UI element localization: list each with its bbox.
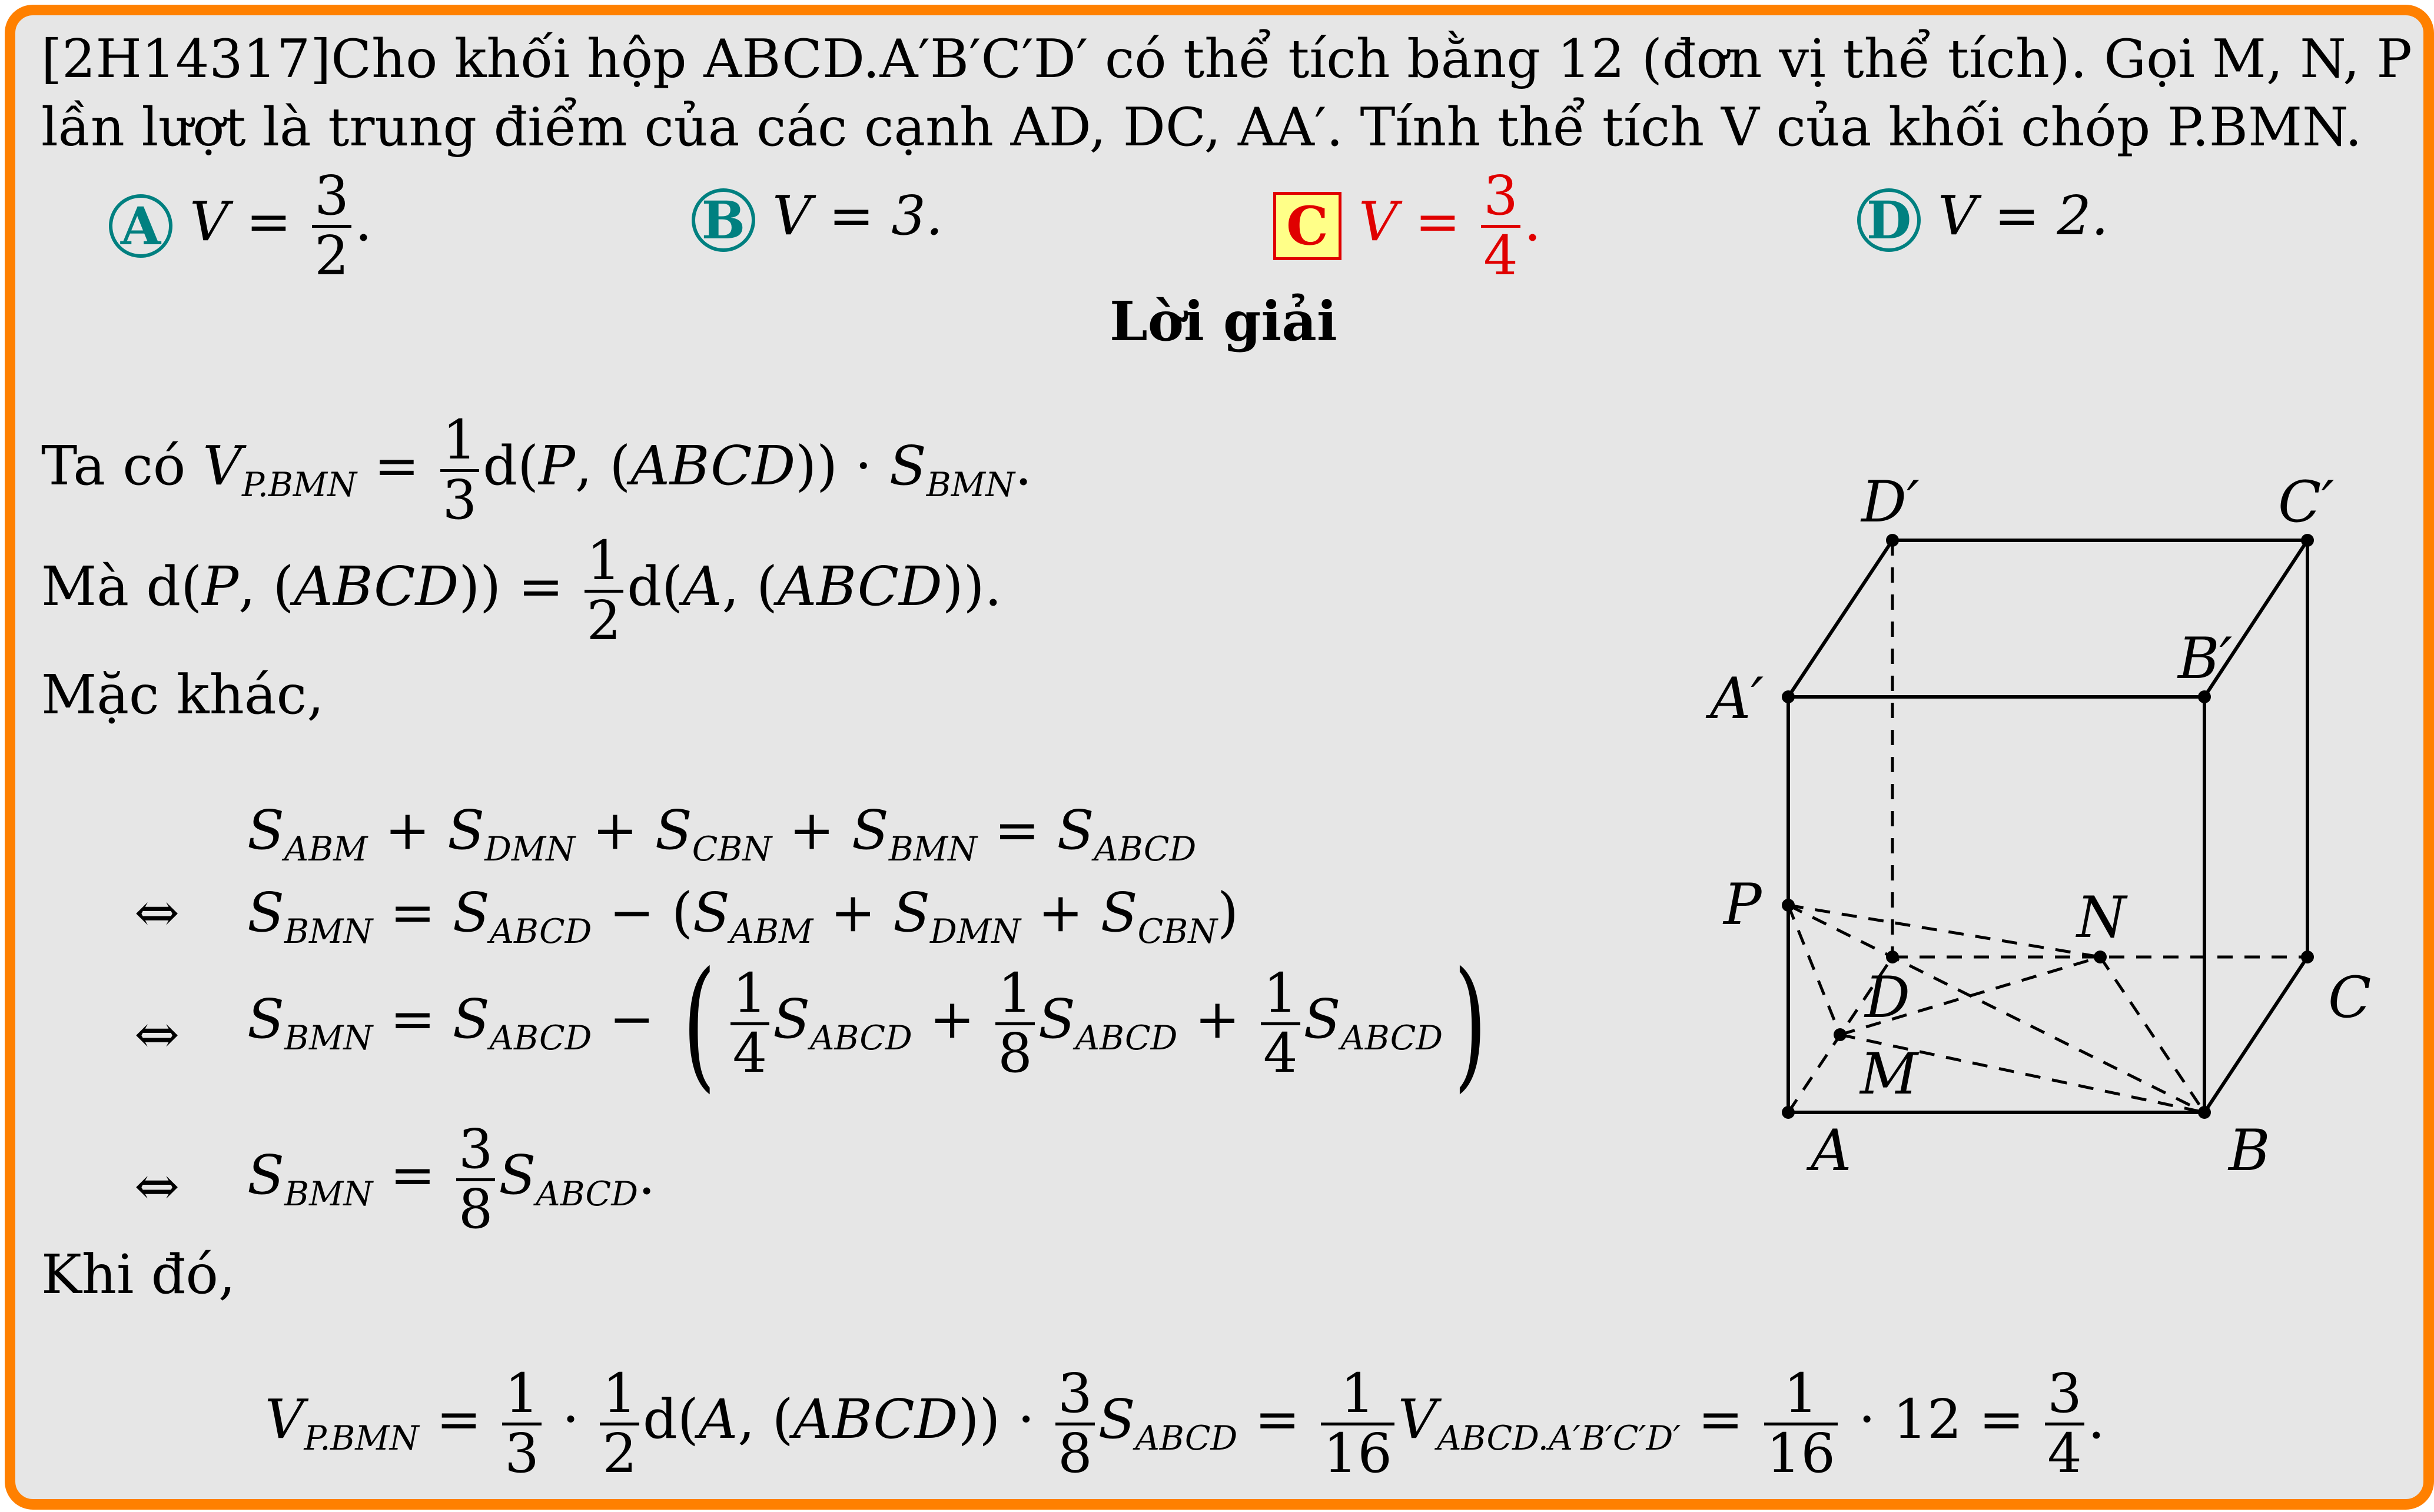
- label-p: P: [1722, 872, 1762, 938]
- solution-step-3: Mặc khác,: [41, 663, 324, 726]
- label-d-prime: D′: [1860, 469, 1920, 535]
- problem-line-2: lần lượt là trung điểm của các cạnh AD, …: [41, 97, 2362, 158]
- label-c: C: [2328, 965, 2371, 1031]
- equation-row-1: SABM + SDMN + SCBN + SBMN = SABCD: [247, 799, 1197, 869]
- cube-vertices: [1782, 534, 2314, 1119]
- label-d: D: [1864, 965, 1910, 1031]
- option-b[interactable]: B V = 3.: [692, 188, 943, 252]
- cube-solid-edges: [1787, 539, 2309, 1114]
- label-n: N: [2076, 885, 2128, 951]
- equiv-symbol-3: ⇔: [134, 1155, 180, 1218]
- option-d-badge: D: [1857, 188, 1921, 252]
- problem-frame: [5, 5, 2434, 1510]
- solution-step-2: Mà d(P, (ABCD)) = 1 2 d(A, (ABCD)).: [41, 529, 1002, 652]
- cube-hidden-edges: [1787, 540, 2307, 1114]
- label-b: B: [2227, 1118, 2270, 1184]
- option-c-badge-selected: C: [1273, 192, 1341, 261]
- label-c-prime: C′: [2278, 469, 2334, 535]
- option-a-badge: A: [109, 194, 172, 258]
- label-b-prime: B′: [2177, 626, 2233, 692]
- problem-line-1: [2H14317]Cho khối hộp ABCD.A′B′C′D′ có t…: [41, 28, 2412, 90]
- equiv-symbol-2: ⇔: [134, 1003, 180, 1066]
- equiv-symbol-1: ⇔: [134, 881, 180, 944]
- cube-figure: D′ C′ A′ B′ P N D C M A B: [1705, 469, 2371, 1184]
- equation-row-3: SBMN = SABCD − (1 4 SABCD + 1 8 SABCD + 1 4 SA…: [247, 941, 1487, 1106]
- label-a: A: [1806, 1118, 1851, 1184]
- equation-row-2: SBMN = SABCD − (SABM + SDMN + SCBN): [247, 881, 1238, 951]
- label-a-prime: A′: [1705, 666, 1764, 732]
- solution-step-1: Ta có VP.BMN = 1 3 d(P, (ABCD)) · SBMN.: [41, 408, 1032, 531]
- equation-row-4: SBMN = 3 8 SABCD.: [247, 1118, 656, 1241]
- option-b-badge: B: [692, 188, 755, 252]
- option-d[interactable]: D V = 2.: [1857, 188, 2108, 252]
- solution-title: Lời giải: [1110, 290, 1337, 353]
- solution-step-4: Khi đó,: [41, 1243, 236, 1306]
- label-m: M: [1859, 1041, 1920, 1107]
